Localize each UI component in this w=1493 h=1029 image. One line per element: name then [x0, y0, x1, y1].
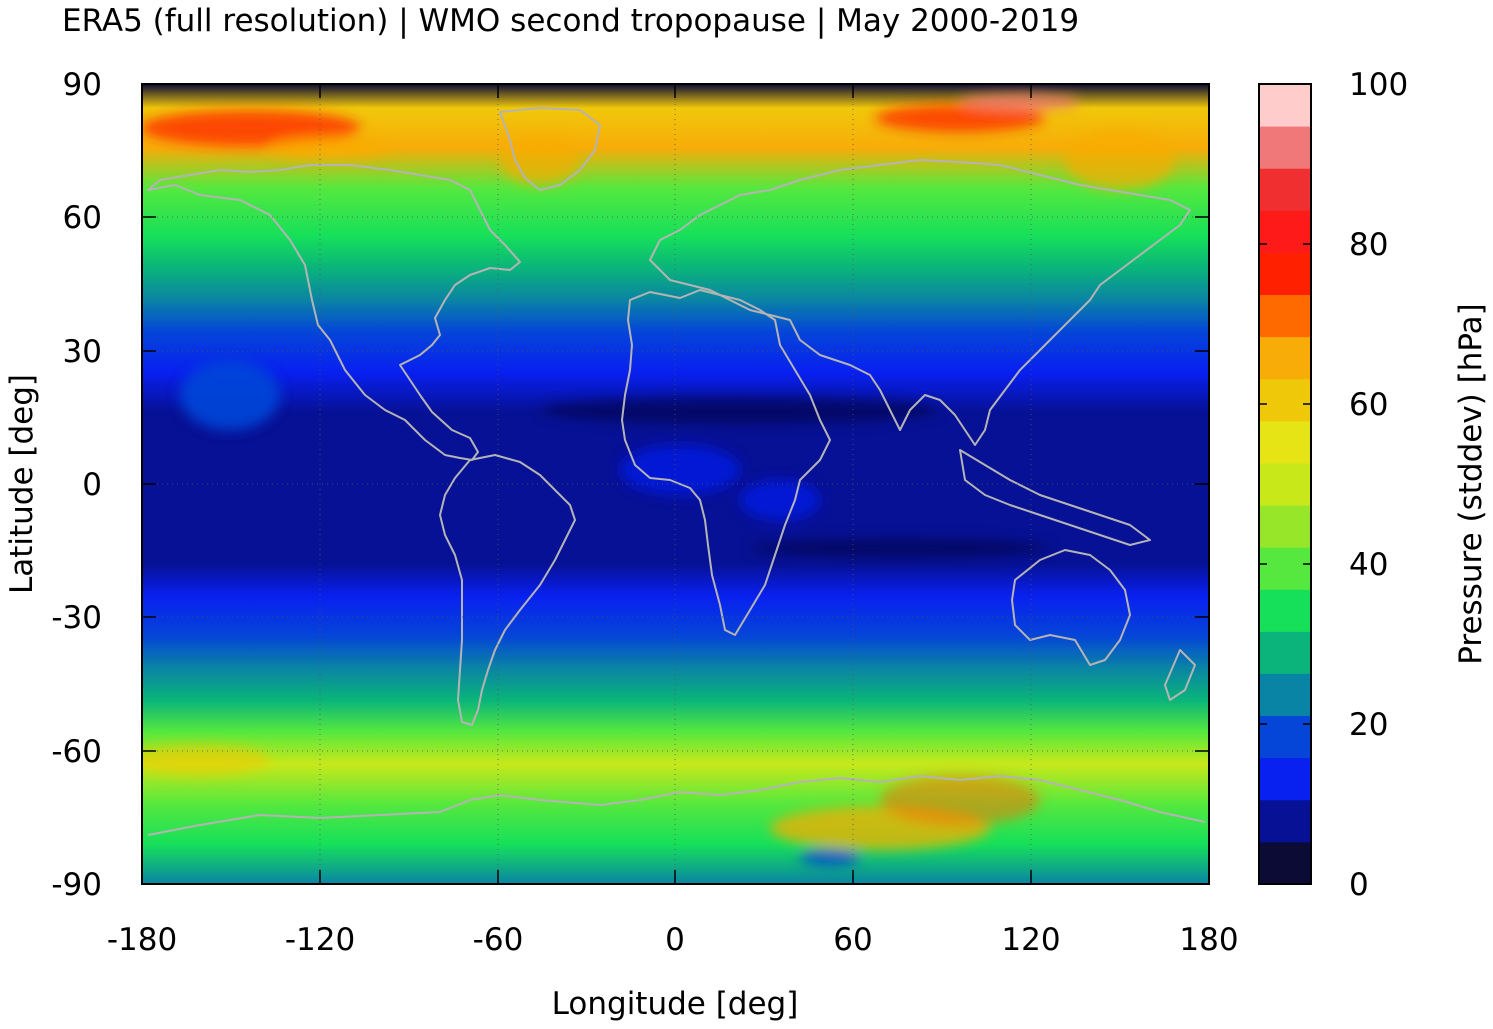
colorbar-band	[1259, 505, 1311, 548]
x-tick-label: -180	[107, 922, 177, 958]
x-tick-label: 60	[833, 922, 872, 958]
coastline-southeast-asia	[959, 449, 1151, 546]
colorbar-band	[1259, 378, 1311, 422]
colorbar-band	[1259, 589, 1311, 632]
chart-title: ERA5 (full resolution) | WMO second trop…	[62, 3, 1079, 39]
colorbar-tick-labels: 0 20 40 60 80 100	[1349, 67, 1408, 903]
colorbar-band	[1259, 126, 1311, 169]
colorbar-band	[1259, 462, 1311, 506]
coastline-eurasia	[649, 159, 1191, 446]
colorbar-band	[1259, 631, 1311, 674]
colorbar: 0 20 40 60 80 100 Pressure (stddev) [hPa…	[1258, 67, 1489, 903]
coastline-south-america	[439, 454, 576, 726]
x-tick-label: -120	[285, 922, 355, 958]
x-tick-label: 0	[665, 922, 685, 958]
x-tick-label: -60	[473, 922, 524, 958]
coastlines	[147, 107, 1206, 836]
colorbar-ticks	[1259, 83, 1311, 885]
field-anomalies	[142, 94, 1175, 866]
coastline-greenland	[499, 107, 601, 191]
colorbar-tick-label: 20	[1349, 707, 1388, 743]
y-tick-labels: 90 60 30 0 -30 -60 -90	[51, 67, 102, 903]
colorbar-tick-label: 100	[1349, 67, 1408, 103]
y-tick-label: -90	[51, 867, 102, 903]
colorbar-band	[1259, 168, 1311, 211]
y-tick-label: -30	[51, 600, 102, 636]
y-axis-label: Latitude [deg]	[4, 374, 40, 594]
x-axis-label: Longitude [deg]	[552, 986, 799, 1022]
colorbar-tick-label: 60	[1349, 387, 1388, 423]
colorbar-band	[1259, 841, 1311, 885]
colorbar-tick-label: 80	[1349, 227, 1388, 263]
coastline-africa-europe	[621, 289, 831, 636]
y-tick-label: -60	[51, 734, 102, 770]
y-tick-label: 60	[63, 200, 102, 236]
colorbar-band	[1259, 294, 1311, 338]
y-tick-label: 30	[63, 334, 102, 370]
coastline-australia	[1011, 549, 1131, 666]
y-tick-label: 0	[82, 467, 102, 503]
y-tick-label: 90	[63, 67, 102, 103]
colorbar-band	[1259, 547, 1311, 590]
coastline-north-america	[147, 164, 521, 461]
colorbar-tick-label: 0	[1349, 867, 1369, 903]
colorbar-band	[1259, 252, 1311, 296]
colorbar-label: Pressure (stddev) [hPa]	[1453, 303, 1489, 664]
x-tick-label: 180	[1179, 922, 1238, 958]
x-tick-label: 120	[1001, 922, 1060, 958]
colorbar-band	[1259, 715, 1311, 759]
colorbar-band	[1259, 673, 1311, 717]
colorbar-band	[1259, 84, 1311, 127]
colorbar-band	[1259, 210, 1311, 253]
colorbar-band	[1259, 336, 1311, 380]
colorbar-bands	[1259, 84, 1311, 885]
grid-lines	[142, 84, 1209, 884]
axis-ticks	[141, 84, 1210, 884]
colorbar-band	[1259, 757, 1311, 801]
colorbar-tick-label: 40	[1349, 547, 1388, 583]
colorbar-band	[1259, 420, 1311, 464]
coastline-antarctica	[147, 775, 1206, 836]
x-tick-labels: -180 -120 -60 0 60 120 180	[107, 922, 1239, 958]
colorbar-band	[1259, 799, 1311, 843]
colorbar-frame	[1258, 83, 1312, 885]
coastline-new-zealand	[1164, 649, 1196, 701]
